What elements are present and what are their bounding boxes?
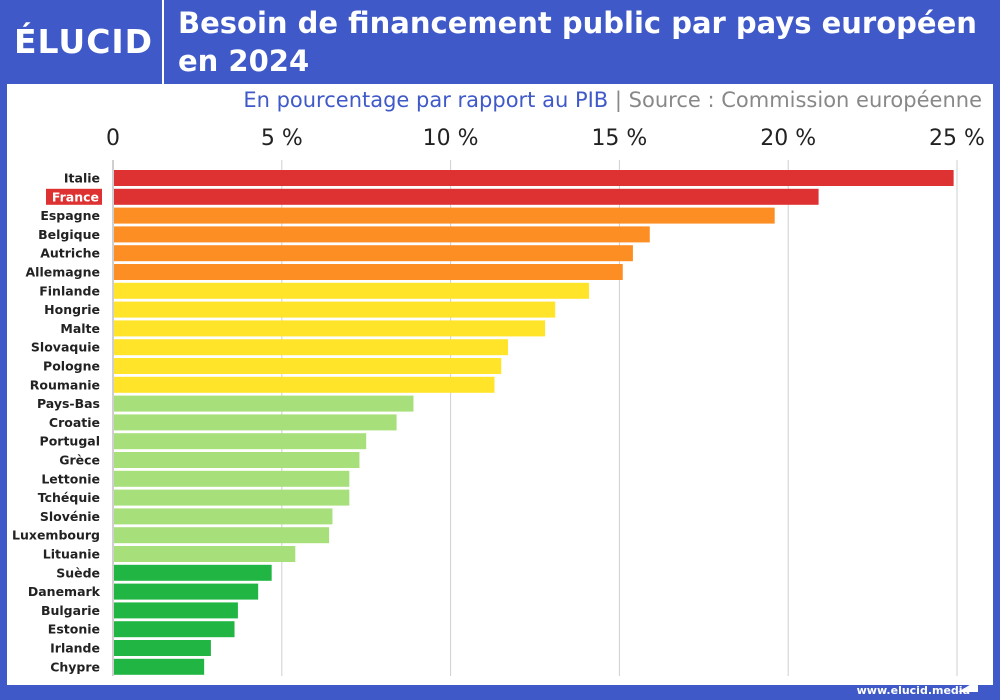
bar-hongrie <box>114 301 556 318</box>
bar-allemagne <box>114 264 623 280</box>
footer-url[interactable]: www.elucid.media <box>856 684 970 697</box>
bar-suède <box>114 564 272 581</box>
category-label: Danemark <box>28 584 101 599</box>
category-label: France <box>52 189 99 204</box>
header-divider <box>162 0 164 84</box>
bar-pologne <box>114 358 502 374</box>
category-label: Hongrie <box>44 302 100 317</box>
tick-label: 5 % <box>261 126 303 151</box>
category-label: Autriche <box>40 246 100 261</box>
bar-grèce <box>114 452 360 468</box>
chart-title: Besoin de financement public par pays eu… <box>178 6 977 78</box>
category-label: Italie <box>64 171 100 186</box>
category-label: Slovénie <box>40 509 100 524</box>
category-label: Suède <box>56 565 100 580</box>
category-label: Portugal <box>40 434 100 449</box>
category-label: Lettonie <box>41 471 100 486</box>
category-label: Pologne <box>43 359 100 374</box>
bar-france <box>114 188 819 205</box>
bar-italie <box>114 170 954 186</box>
source: Source : Commission européenne <box>628 88 982 112</box>
category-label: Pays-Bas <box>37 396 100 411</box>
bar-lituanie <box>114 546 296 562</box>
category-label: Irlande <box>50 641 100 656</box>
bar-autriche <box>114 245 633 262</box>
bar-pays-bas <box>114 395 414 412</box>
subtitle: En pourcentage par rapport au PIB | Sour… <box>243 88 982 112</box>
category-label: Espagne <box>40 208 100 223</box>
category-label: Estonie <box>48 622 100 637</box>
bar-roumanie <box>114 376 495 393</box>
bar-irlande <box>114 640 211 656</box>
tick-label: 0 <box>106 126 120 151</box>
category-label: Allemagne <box>25 265 100 280</box>
category-label: Grèce <box>59 453 100 468</box>
category-label: Roumanie <box>30 377 100 392</box>
bar-chypre <box>114 658 205 675</box>
bar-belgique <box>114 226 650 243</box>
bar-espagne <box>114 207 775 224</box>
category-label: Bulgarie <box>41 603 100 618</box>
category-label: Slovaquie <box>31 340 100 355</box>
bar-portugal <box>114 433 367 450</box>
footer-flag-icon <box>958 680 978 692</box>
bar-malte <box>114 320 546 337</box>
category-label: Malte <box>60 321 100 336</box>
bar-danemark <box>114 583 259 600</box>
bar-lettonie <box>114 470 350 487</box>
bar-slovaquie <box>114 339 508 356</box>
bar-luxembourg <box>114 527 330 544</box>
category-label: Chypre <box>50 659 100 674</box>
separator: | <box>614 88 622 112</box>
bar-finlande <box>114 282 590 299</box>
category-label: Lituanie <box>43 547 100 562</box>
category-label: Belgique <box>38 227 100 242</box>
category-label: Croatie <box>49 415 100 430</box>
category-label: Luxembourg <box>12 528 100 543</box>
bar-slovénie <box>114 508 333 525</box>
tick-label: 20 % <box>760 126 816 151</box>
elucid-logo: ÉLUCID <box>14 22 154 61</box>
subtitle-text: En pourcentage par rapport au PIB <box>243 88 609 112</box>
tick-label: 10 % <box>423 126 479 151</box>
bar-estonie <box>114 621 235 638</box>
highlight-label-bg <box>46 188 102 205</box>
category-label: Tchéquie <box>38 490 100 505</box>
bar-tchéquie <box>114 489 350 506</box>
tick-label: 25 % <box>929 126 985 151</box>
bar-croatie <box>114 414 397 431</box>
tick-label: 15 % <box>591 126 647 151</box>
bar-bulgarie <box>114 602 238 619</box>
category-label: Finlande <box>39 283 100 298</box>
